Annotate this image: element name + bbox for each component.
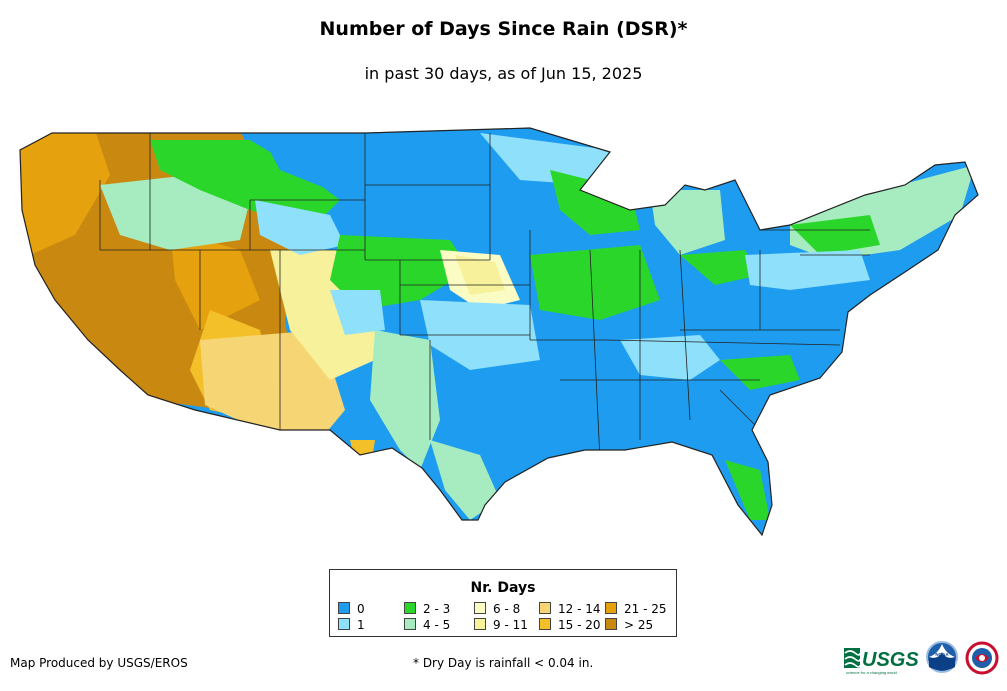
dsr-zone-2-3-wisconsin: [550, 170, 640, 235]
agency-logos: USGS science for a changing world NOAA: [844, 641, 999, 675]
state-boundaries: [99, 133, 870, 461]
dry-day-footnote: * Dry Day is rainfall < 0.04 in.: [413, 656, 594, 670]
legend-item: > 25: [605, 618, 653, 632]
map-credit: Map Produced by USGS/EROS: [10, 656, 188, 670]
legend-item: 0: [338, 602, 365, 616]
map-subtitle: in past 30 days, as of Jun 15, 2025: [364, 64, 643, 83]
dsr-zone-4-5-gulf-coast-texas: [430, 440, 500, 520]
dsr-zone-0-montana: [260, 133, 380, 190]
legend-label: 1: [357, 618, 365, 632]
dsr-zone-4-5-michigan: [650, 190, 725, 255]
map-title: Number of Days Since Rain (DSR)*: [319, 18, 688, 40]
usgs-logo: USGS science for a changing world: [844, 648, 919, 675]
dsr-zone-2-3-florida: [725, 460, 770, 520]
legend-swatch: [605, 618, 617, 630]
legend-label: 2 - 3: [423, 602, 451, 616]
legend-label: 9 - 11: [493, 618, 528, 632]
dsr-zone-21-25-west: [20, 130, 260, 330]
legend-item: 1: [338, 618, 365, 632]
dsr-zone-1-south-central: [620, 335, 720, 380]
legend-swatch: [338, 602, 350, 614]
legend-label: 12 - 14: [558, 602, 601, 616]
legend-label: > 25: [624, 618, 654, 632]
legend-item: 2 - 3: [404, 602, 450, 616]
legend-item: 12 - 14: [539, 602, 601, 616]
dsr-zone-1-pennsylvania: [745, 250, 870, 290]
dsr-zone-1-great-plains-west: [330, 290, 385, 335]
dsr-zone-4-5-texas-panhandle: [370, 330, 440, 470]
dsr-zone-12-14-az-nm: [200, 330, 345, 440]
us-outline: [19, 127, 979, 537]
legend-swatch: [404, 618, 416, 630]
legend-grid: 0 1 2 - 3 4 - 5 6 - 8 9 - 11 12 - 14 15 …: [338, 602, 674, 634]
legend-item: 9 - 11: [474, 618, 528, 632]
dsr-zone-2-3-ohio: [680, 250, 760, 285]
legend-item: 21 - 25: [605, 602, 667, 616]
legend-swatch: [539, 618, 551, 630]
legend-label: 15 - 20: [558, 618, 601, 632]
dsr-map: [19, 127, 979, 537]
legend-label: 4 - 5: [423, 618, 451, 632]
legend-swatch: [404, 602, 416, 614]
legend-title: Nr. Days: [470, 580, 536, 596]
noaa-text: NOAA: [935, 652, 949, 657]
dsr-zone-1-wyoming: [255, 200, 345, 255]
legend-swatch: [474, 602, 486, 614]
dsr-zone-2-3-new-york: [790, 215, 880, 255]
legend-item: 4 - 5: [404, 618, 450, 632]
dsr-zone-2-3-carolinas: [720, 355, 800, 390]
legend-swatch: [474, 618, 486, 630]
noaa-logo: NOAA: [926, 641, 958, 673]
legend-label: 6 - 8: [493, 602, 521, 616]
legend: Nr. Days 0 1 2 - 3 4 - 5 6 - 8 9 - 11 12…: [329, 569, 677, 637]
usgs-text: USGS: [862, 649, 919, 671]
dsr-zone-1-minnesota: [480, 133, 610, 185]
usgs-tagline: science for a changing world: [846, 670, 897, 675]
legend-label: 21 - 25: [624, 602, 667, 616]
legend-label: 0: [357, 602, 365, 616]
legend-item: 15 - 20: [539, 618, 601, 632]
dsr-zone-2-3-illinois-indiana: [530, 245, 660, 320]
legend-swatch: [539, 602, 551, 614]
weather-service-logo: [965, 641, 999, 675]
legend-item: 6 - 8: [474, 602, 520, 616]
legend-swatch: [338, 618, 350, 630]
legend-swatch: [605, 602, 617, 614]
